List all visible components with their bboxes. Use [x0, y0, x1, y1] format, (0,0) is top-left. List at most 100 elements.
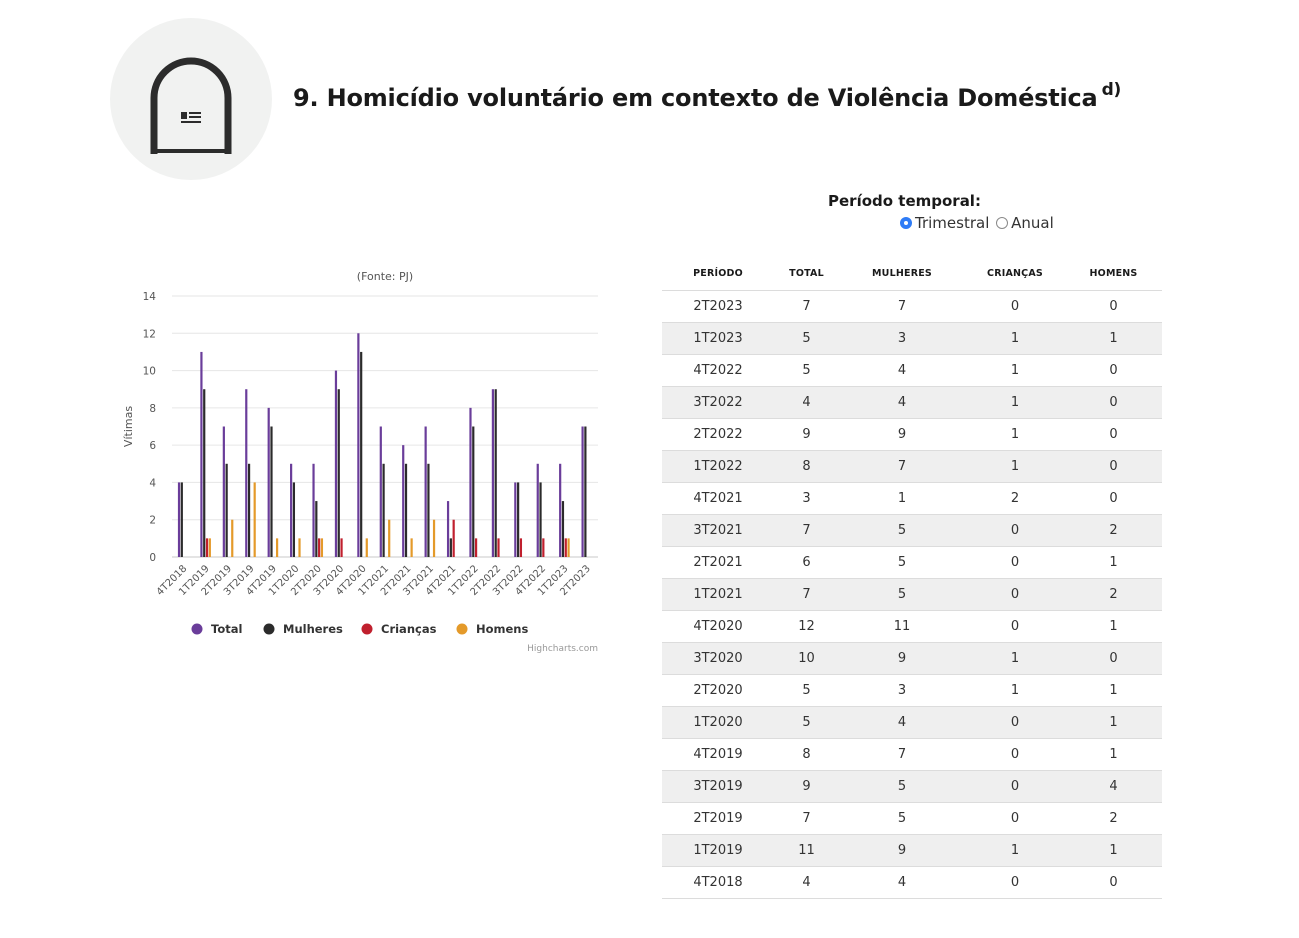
cell-criancas: 0	[965, 578, 1065, 611]
cell-periodo: 4T2021	[662, 482, 774, 515]
header-periodo[interactable]: PERÍODO	[662, 257, 774, 291]
cell-total: 5	[774, 674, 839, 707]
bar-total	[536, 463, 539, 557]
legend-marker-crianças	[361, 623, 373, 635]
radio-trimestral[interactable]: Trimestral	[900, 214, 989, 232]
bar-homens	[298, 538, 301, 557]
bar-mulheres	[539, 482, 542, 557]
header-homens[interactable]: HOMENS	[1065, 257, 1162, 291]
page-title: 9. Homicídio voluntário em contexto de V…	[293, 80, 1122, 112]
bar-crianças	[542, 538, 545, 557]
radio-checked-icon[interactable]	[900, 217, 912, 229]
cell-mulheres: 9	[839, 642, 965, 675]
y-tick-label: 0	[149, 552, 156, 564]
legend-item-crianças[interactable]: Crianças	[381, 622, 437, 636]
title-footnote: d)	[1101, 80, 1122, 100]
chart-credits[interactable]: Highcharts.com	[527, 644, 598, 654]
table-body: 2T2023 7 7 0 0 1T2023 5 3 1 1 4T2022 5 4 1 0 3T2022 4 4 1 0…	[662, 290, 1162, 899]
bar-total	[469, 407, 472, 557]
cell-homens: 0	[1065, 386, 1162, 419]
cell-mulheres: 3	[839, 674, 965, 707]
cell-total: 7	[774, 514, 839, 547]
bar-total	[514, 482, 517, 557]
bar-mulheres	[203, 389, 206, 557]
cell-total: 4	[774, 866, 839, 899]
bar-mulheres	[247, 463, 251, 557]
cell-criancas: 0	[965, 802, 1065, 835]
bar-mulheres	[337, 389, 340, 557]
bar-total	[312, 463, 315, 557]
bar-total	[245, 389, 248, 557]
cell-total: 8	[774, 738, 839, 771]
bar-mulheres	[404, 463, 408, 557]
cell-total: 6	[774, 546, 839, 579]
bar-total	[222, 426, 225, 557]
bar-homens	[365, 538, 368, 557]
header-mulheres[interactable]: MULHERES	[839, 257, 965, 291]
bar-crianças	[564, 538, 567, 557]
bar-mulheres	[427, 463, 430, 557]
table-row: 4T2018 4 4 0 0	[662, 866, 1162, 899]
bar-mulheres	[449, 538, 452, 557]
radio-anual[interactable]: Anual	[996, 214, 1054, 232]
bar-total	[402, 445, 405, 557]
cell-total: 7	[774, 578, 839, 611]
cell-criancas: 0	[965, 610, 1065, 643]
cell-mulheres: 7	[839, 290, 965, 323]
cell-mulheres: 7	[839, 738, 965, 771]
cell-homens: 2	[1065, 514, 1162, 547]
cell-homens: 1	[1065, 610, 1162, 643]
bar-mulheres	[584, 426, 587, 557]
cell-criancas: 1	[965, 322, 1065, 355]
chart-subtitle: (Fonte: PJ)	[357, 270, 413, 283]
document-arch-icon	[150, 57, 232, 154]
cell-homens: 1	[1065, 706, 1162, 739]
cell-homens: 4	[1065, 770, 1162, 803]
cell-periodo: 2T2019	[662, 802, 774, 835]
cell-total: 3	[774, 482, 839, 515]
bar-mulheres	[292, 482, 296, 557]
cell-homens: 1	[1065, 834, 1162, 867]
cell-criancas: 1	[965, 354, 1065, 387]
bar-mulheres	[360, 351, 363, 557]
cell-periodo: 2T2022	[662, 418, 774, 451]
cell-mulheres: 9	[839, 834, 965, 867]
cell-periodo: 1T2022	[662, 450, 774, 483]
bar-total	[357, 333, 360, 557]
bar-mulheres	[382, 463, 385, 557]
bar-mulheres	[517, 482, 520, 557]
cell-homens: 1	[1065, 738, 1162, 771]
y-tick-label: 14	[143, 291, 157, 303]
cell-mulheres: 11	[839, 610, 965, 643]
table-row: 4T2019 8 7 0 1	[662, 738, 1162, 771]
cell-homens: 0	[1065, 482, 1162, 515]
bar-mulheres	[270, 426, 273, 557]
bar-total	[334, 370, 338, 557]
cell-homens: 2	[1065, 802, 1162, 835]
cell-mulheres: 9	[839, 418, 965, 451]
bar-homens	[253, 482, 256, 557]
radio-unchecked-icon[interactable]	[996, 217, 1009, 229]
legend-item-mulheres[interactable]: Mulheres	[283, 622, 343, 636]
bar-total	[491, 389, 495, 557]
legend-item-total[interactable]: Total	[211, 622, 242, 636]
table-row: 1T2023 5 3 1 1	[662, 322, 1162, 355]
bar-total	[379, 426, 382, 557]
bar-crianças	[474, 538, 478, 557]
table-row: 3T2019 9 5 0 4	[662, 770, 1162, 803]
cell-criancas: 0	[965, 290, 1065, 323]
bar-total	[200, 351, 203, 557]
cell-mulheres: 5	[839, 770, 965, 803]
bar-total	[267, 407, 270, 557]
header-total[interactable]: TOTAL	[774, 257, 839, 291]
cell-homens: 0	[1065, 866, 1162, 899]
bar-homens	[320, 538, 324, 557]
table-row: 2T2023 7 7 0 0	[662, 290, 1162, 323]
cell-periodo: 4T2020	[662, 610, 774, 643]
table-row: 4T2020 12 11 0 1	[662, 610, 1162, 643]
cell-periodo: 3T2022	[662, 386, 774, 419]
legend-item-homens[interactable]: Homens	[476, 622, 528, 636]
bar-mulheres	[494, 389, 497, 557]
cell-total: 5	[774, 706, 839, 739]
header-criancas[interactable]: CRIANÇAS	[965, 257, 1065, 291]
